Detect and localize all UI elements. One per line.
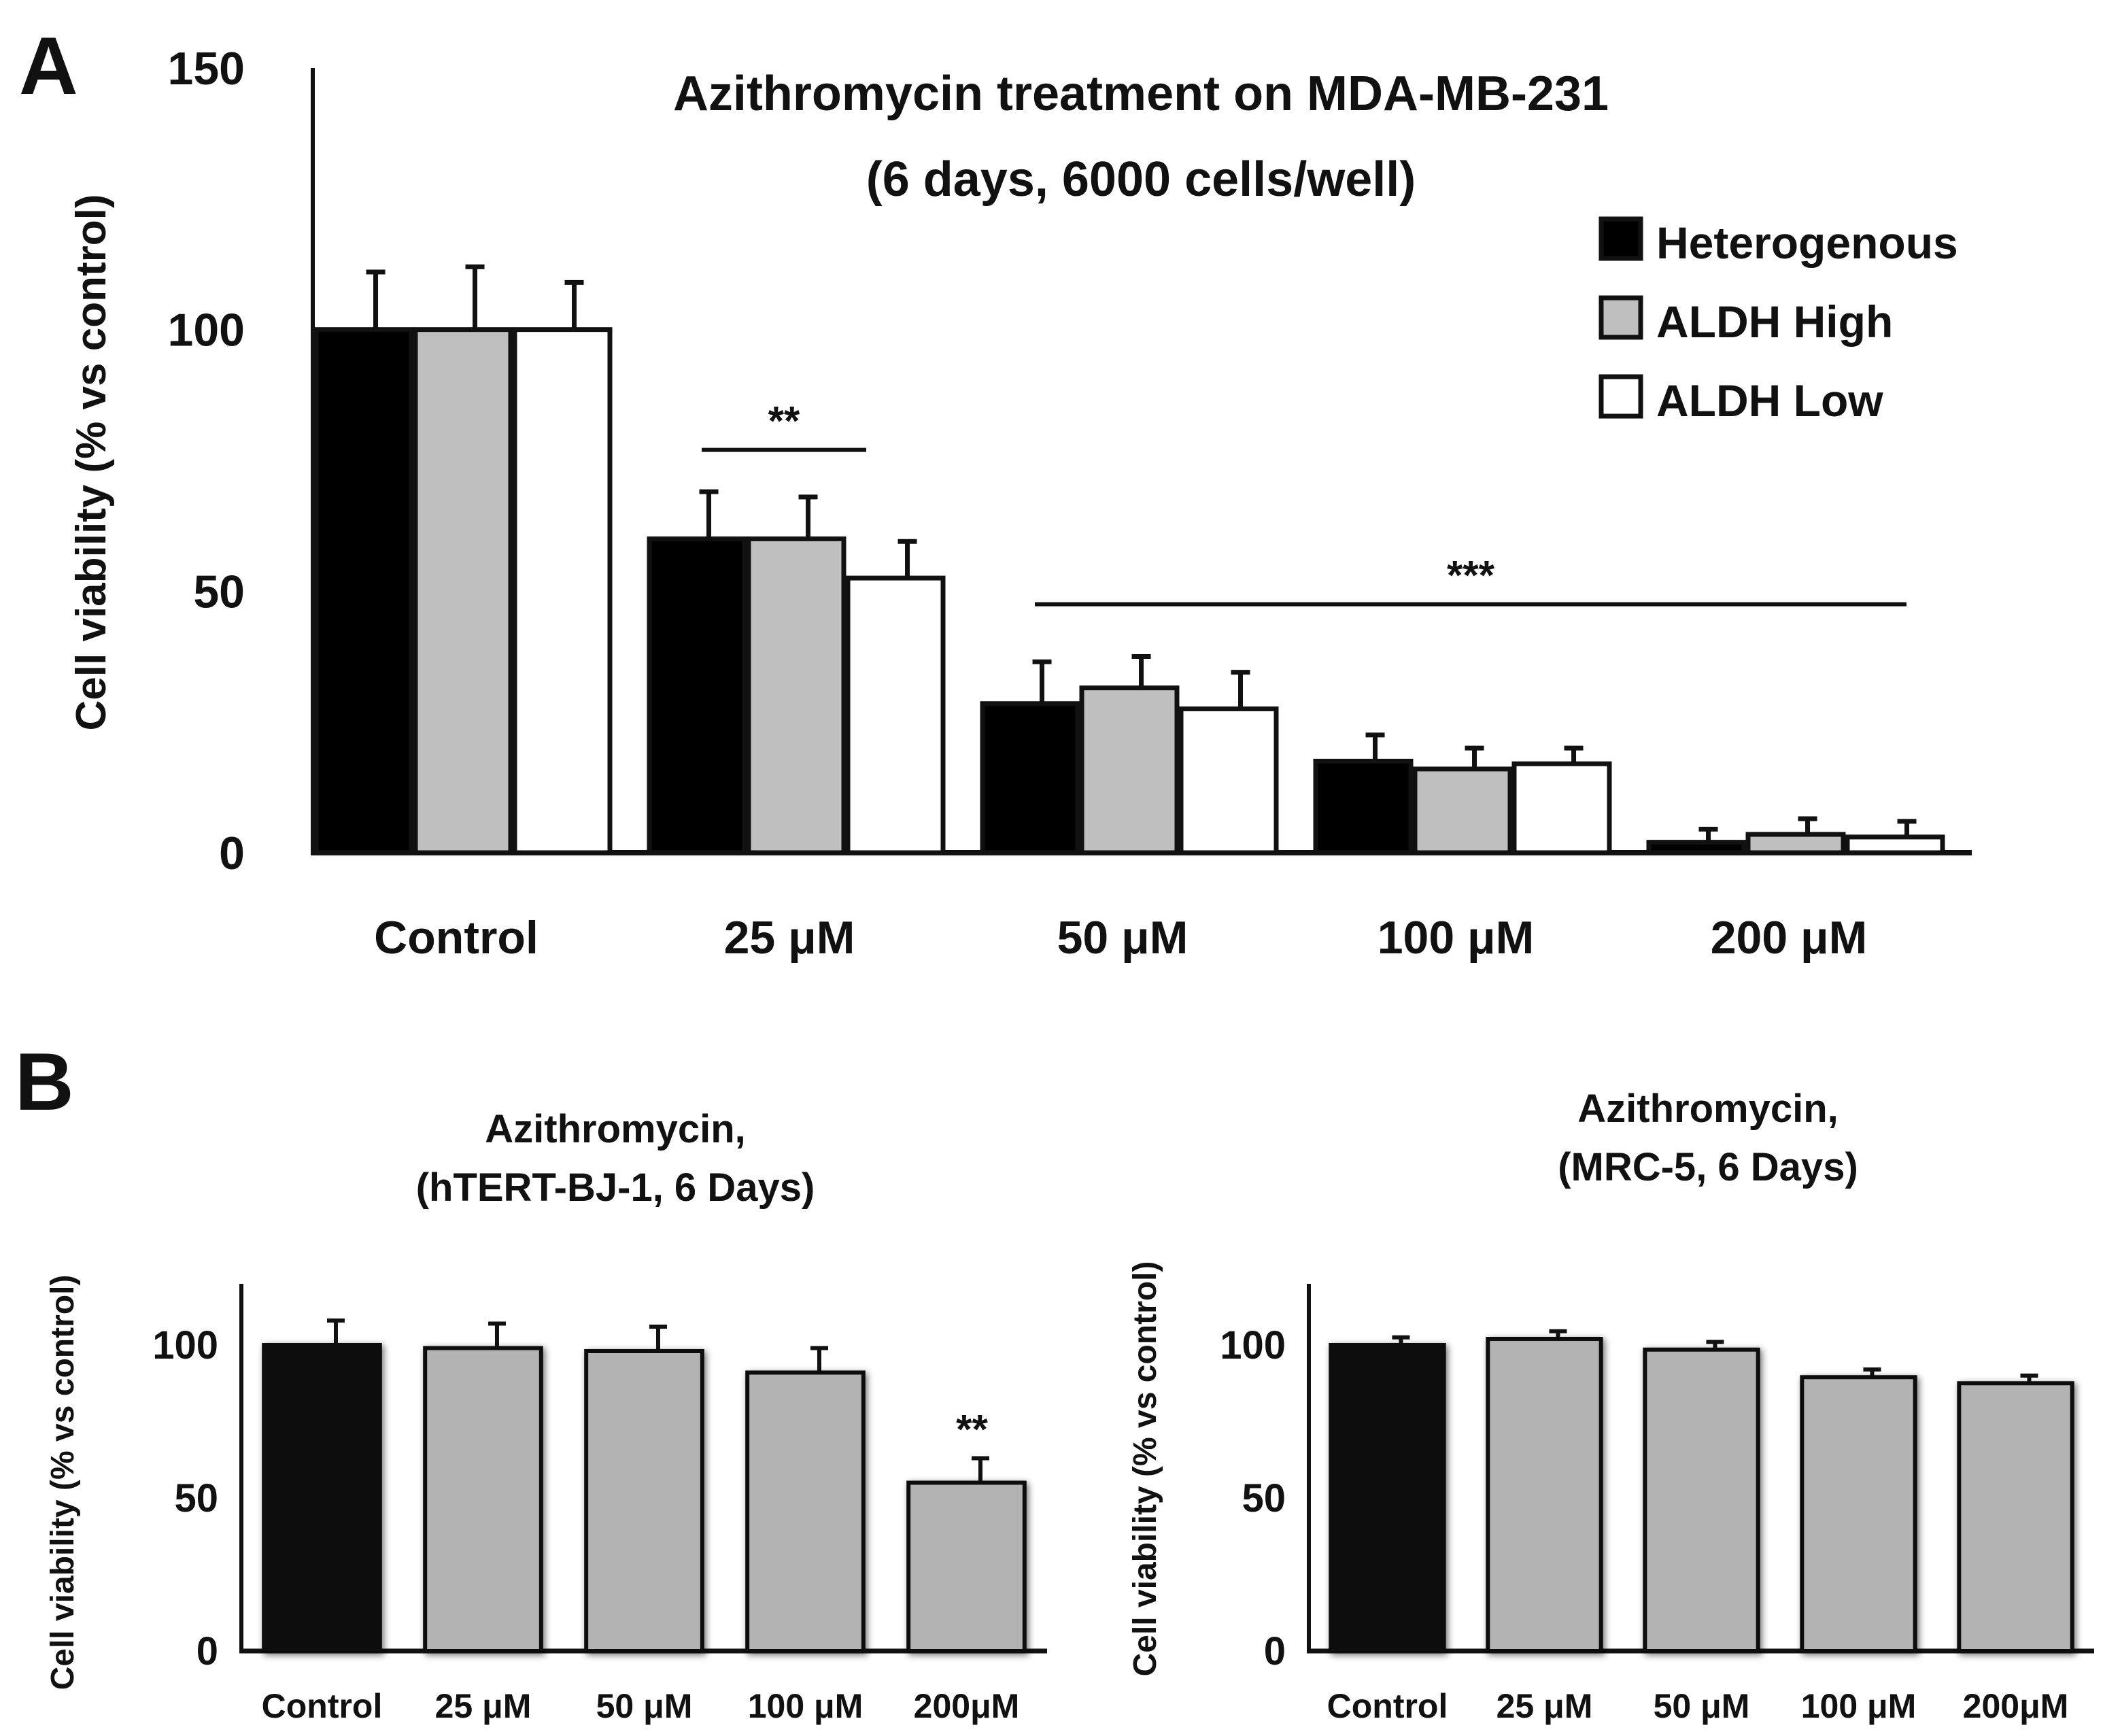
chart-b1-title-line1: Azithromycin, xyxy=(485,1107,746,1151)
chart-a-x-tick-label: 50 μM xyxy=(1057,912,1189,964)
chart-b2-y-tick-label: 0 xyxy=(1264,1629,1286,1673)
chart-b1-x-tick-label: 100 μM xyxy=(748,1687,864,1725)
chart-a-bar xyxy=(1511,761,1612,855)
chart-a-legend-label: ALDH High xyxy=(1656,296,1893,347)
chart-a-ylabel: Cell viability (% vs control) xyxy=(68,194,115,731)
chart-b2-bar xyxy=(1329,1343,1446,1653)
chart-b1-ylabel: Cell viability (% vs control) xyxy=(45,1275,81,1690)
chart-a-significance-label: ** xyxy=(768,398,800,444)
chart-a-y-tick-label: 50 xyxy=(193,566,245,617)
chart-b1-x-tick-label: 50 μM xyxy=(596,1687,693,1725)
chart-b2-ylabel: Cell viability (% vs control) xyxy=(1127,1261,1163,1677)
chart-b2-title-line2: (MRC-5, 6 Days) xyxy=(1558,1145,1858,1189)
chart-b2-plot: 0 50 100 Control 25 μM 50 μM 100 μM 200μM xyxy=(1220,1284,2094,1725)
chart-b2-bar xyxy=(1800,1375,1917,1653)
chart-a-x-tick-label: 25 μM xyxy=(724,912,855,964)
chart-b2-bar xyxy=(1486,1337,1603,1653)
chart-a-legend-label: ALDH Low xyxy=(1656,375,1883,426)
chart-a-y-tick-label: 100 xyxy=(168,305,245,356)
chart-a-bar xyxy=(1745,832,1846,855)
chart-a-x-tick-label: 200 μM xyxy=(1711,912,1868,964)
chart-a-y-tick-label: 150 xyxy=(168,43,245,95)
chart-b2-bar xyxy=(1957,1381,2074,1653)
chart-b2-x-tick-label: 50 μM xyxy=(1654,1687,1750,1725)
chart-b1-significance-label: ** xyxy=(956,1407,988,1452)
chart-b2-y-tick-label: 50 xyxy=(1242,1476,1286,1520)
chart-b2-x-tick-label: Control xyxy=(1327,1687,1448,1725)
chart-b1-y-tick-label: 50 xyxy=(174,1476,218,1520)
chart-a-bar xyxy=(313,327,414,855)
chart-b1-bar xyxy=(906,1480,1027,1653)
chart-a-legend-label: Heterogenous xyxy=(1656,218,1958,268)
panel-letter-a: A xyxy=(19,20,78,112)
chart-a-bar xyxy=(1079,685,1180,855)
chart-a-plot: 0 50 100 150 Control 25 μM 50 μM 100 μM 200 μM **… xyxy=(168,43,1972,964)
chart-a-bar xyxy=(1845,834,1945,855)
chart-b2-y-tick-label: 100 xyxy=(1220,1323,1286,1367)
chart-a-legend-swatch xyxy=(1598,216,1643,261)
chart-a-x-tick-label: Control xyxy=(374,912,538,964)
chart-b1-y-tick-label: 0 xyxy=(196,1629,218,1673)
panel-letter-b: B xyxy=(15,1036,74,1127)
chart-b1-bar xyxy=(584,1349,704,1653)
chart-a-bar xyxy=(845,575,946,855)
chart-b1-y-tick-label: 100 xyxy=(152,1323,218,1367)
chart-b1-x-tick-label: Control xyxy=(262,1687,383,1725)
chart-b2-x-tick-label: 200μM xyxy=(1963,1687,2069,1725)
chart-a-bar xyxy=(1313,758,1414,855)
chart-b1-bar xyxy=(745,1370,866,1653)
chart-a-y-tick-label: 0 xyxy=(219,828,245,879)
chart-b1-plot: 0 50 100 Control 25 μM 50 μM 100 μM 200μM ** xyxy=(152,1284,1047,1725)
chart-a-bar xyxy=(980,701,1080,855)
chart-a-bar xyxy=(1412,766,1513,855)
chart-a-title-line1: Azithromycin treatment on MDA-MB-231 xyxy=(673,67,1609,121)
chart-a-bar xyxy=(1178,706,1279,855)
chart-a-legend-swatch xyxy=(1598,295,1643,340)
chart-b1-x-tick-label: 25 μM xyxy=(435,1687,532,1725)
chart-a-x-tick-label: 100 μM xyxy=(1378,912,1535,964)
chart-a-legend-swatch xyxy=(1598,374,1643,419)
chart-a-significance-label: *** xyxy=(1447,553,1495,598)
chart-b2-x-tick-label: 100 μM xyxy=(1801,1687,1917,1725)
chart-b2-bar xyxy=(1643,1347,1760,1653)
chart-a-bar xyxy=(746,536,847,855)
chart-a-bar xyxy=(413,327,513,855)
chart-b1-title-line2: (hTERT-BJ-1, 6 Days) xyxy=(416,1165,815,1210)
chart-a-bar xyxy=(512,327,613,855)
chart-b2-title-line1: Azithromycin, xyxy=(1577,1087,1839,1131)
chart-a-bar xyxy=(1646,840,1747,855)
chart-b1-bar xyxy=(262,1343,382,1653)
chart-b1-bar xyxy=(423,1346,543,1653)
chart-a-title-line2: (6 days, 6000 cells/well) xyxy=(866,152,1416,207)
chart-b1-x-tick-label: 200μM xyxy=(914,1687,1020,1725)
chart-b2-x-tick-label: 25 μM xyxy=(1497,1687,1593,1725)
chart-a-bar xyxy=(647,536,747,855)
